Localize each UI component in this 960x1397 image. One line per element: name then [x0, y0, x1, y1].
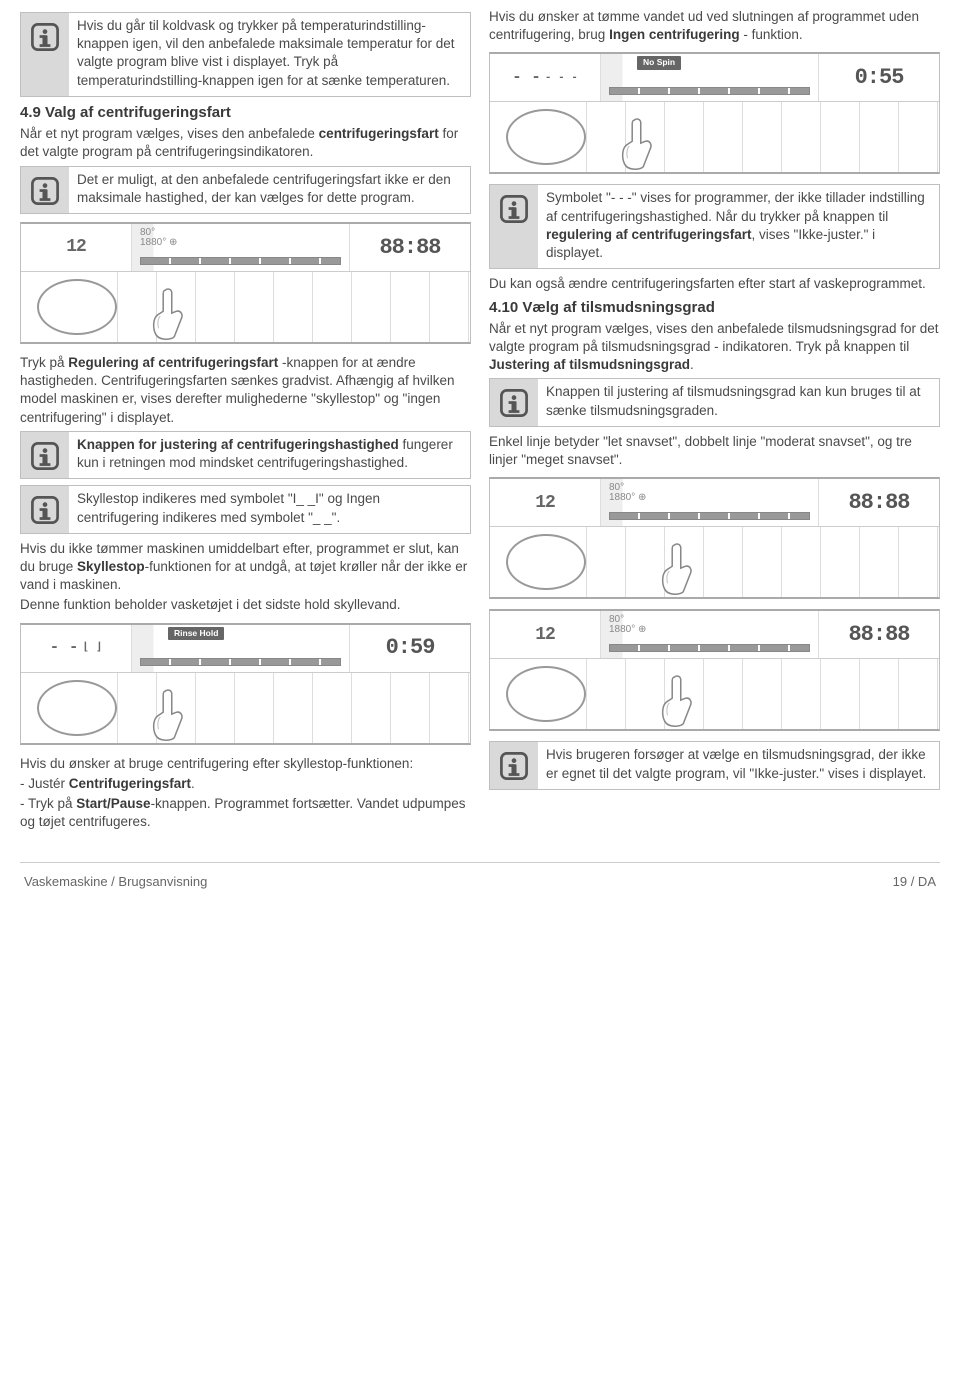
left-column: Hvis du går til koldvask og trykker på t… [20, 8, 471, 834]
finger-icon [617, 116, 655, 174]
display-time: 88:88 [819, 611, 939, 658]
display-mid: 80°1880° ⊕ [600, 479, 819, 526]
footer-right: 19 / DA [893, 873, 936, 891]
paragraph: Tryk på Regulering af centrifugeringsfar… [20, 354, 471, 427]
dial-icon [506, 534, 586, 590]
info-box-temperature: Hvis du går til koldvask og trykker på t… [20, 12, 471, 97]
display-time: 0:55 [819, 54, 939, 101]
paragraph: Hvis du ønsker at tømme vandet ud ved sl… [489, 8, 940, 44]
info-text: Hvis brugeren forsøger at vælge en tilsm… [538, 742, 939, 788]
info-icon [490, 185, 538, 268]
display-time: 0:59 [350, 625, 470, 672]
paragraph: Når et nyt program vælges, vises den anb… [20, 125, 471, 161]
info-icon [21, 13, 69, 96]
display-mid: No Spin [600, 54, 819, 101]
display-panel-no-spin: - - - - - No Spin 0:55 [489, 52, 940, 174]
finger-icon [148, 286, 186, 344]
info-text: Det er muligt, at den anbefalede centrif… [69, 167, 470, 213]
info-text: Skyllestop indikeres med symbolet "I_ _I… [69, 486, 470, 532]
heading-4-10: 4.10 Vælg af tilsmudsningsgrad [489, 298, 940, 318]
display-panel-soil-1: 12 80°1880° ⊕ 88:88 [489, 477, 940, 599]
display-left: 12 [21, 224, 131, 271]
display-time: 88:88 [819, 479, 939, 526]
display-mid: Rinse Hold [131, 625, 350, 672]
paragraph: Hvis du ikke tømmer maskinen umiddelbart… [20, 540, 471, 595]
paragraph: Denne funktion beholder vasketøjet i det… [20, 596, 471, 614]
footer-left: Vaskemaskine / Brugsanvisning [24, 873, 207, 891]
display-panel-spin: 12 80°1880° ⊕ 88:88 [20, 222, 471, 344]
dial-icon [506, 666, 586, 722]
info-icon [21, 486, 69, 532]
dial-icon [506, 109, 586, 165]
finger-icon [148, 687, 186, 745]
dial-icon [37, 279, 117, 335]
display-left: - - - - - [490, 54, 600, 101]
info-text: Symbolet "- - -" vises for programmer, d… [538, 185, 939, 268]
paragraph: Enkel linje betyder "let snavset", dobbe… [489, 433, 940, 469]
display-mid: 80°1880° ⊕ [131, 224, 350, 271]
info-box-spin-recommend: Det er muligt, at den anbefalede centrif… [20, 166, 471, 214]
display-label: No Spin [637, 56, 681, 69]
heading-4-9: 4.9 Valg af centrifugeringsfart [20, 103, 471, 123]
paragraph: Når et nyt program vælges, vises den anb… [489, 320, 940, 375]
display-left: 12 [490, 479, 600, 526]
finger-icon [657, 541, 695, 599]
info-icon [490, 742, 538, 788]
page-footer: Vaskemaskine / Brugsanvisning 19 / DA [20, 862, 940, 909]
display-left: 12 [490, 611, 600, 658]
info-icon [21, 432, 69, 478]
info-text: Hvis du går til koldvask og trykker på t… [69, 13, 470, 96]
display-time: 88:88 [350, 224, 470, 271]
display-mid: 80°1880° ⊕ [600, 611, 819, 658]
right-column: Hvis du ønsker at tømme vandet ud ved sl… [489, 8, 940, 834]
info-box-no-spin-symbol: Symbolet "- - -" vises for programmer, d… [489, 184, 940, 269]
list-item: - Justér Centrifugeringsfart. [20, 775, 471, 793]
display-panel-rinse-hold: - - ⌊ ⌋ Rinse Hold 0:59 [20, 623, 471, 745]
info-text: Knappen for justering af centrifugerings… [69, 432, 470, 478]
display-label: Rinse Hold [168, 627, 224, 640]
info-icon [21, 167, 69, 213]
finger-icon [657, 673, 695, 731]
list-item: - Tryk på Start/Pause-knappen. Programme… [20, 795, 471, 831]
display-left: - - ⌊ ⌋ [21, 625, 131, 672]
info-box-spin-adjust: Knappen for justering af centrifugerings… [20, 431, 471, 479]
paragraph: Du kan også ændre centrifugeringsfarten … [489, 275, 940, 293]
info-text: Knappen til justering af tilsmudsningsgr… [538, 379, 939, 425]
info-icon [490, 379, 538, 425]
dial-icon [37, 680, 117, 736]
info-box-soil-adjust: Knappen til justering af tilsmudsningsgr… [489, 378, 940, 426]
info-box-soil-invalid: Hvis brugeren forsøger at vælge en tilsm… [489, 741, 940, 789]
info-box-rinse-symbol: Skyllestop indikeres med symbolet "I_ _I… [20, 485, 471, 533]
display-panel-soil-2: 12 80°1880° ⊕ 88:88 [489, 609, 940, 731]
paragraph: Hvis du ønsker at bruge centrifugering e… [20, 755, 471, 773]
